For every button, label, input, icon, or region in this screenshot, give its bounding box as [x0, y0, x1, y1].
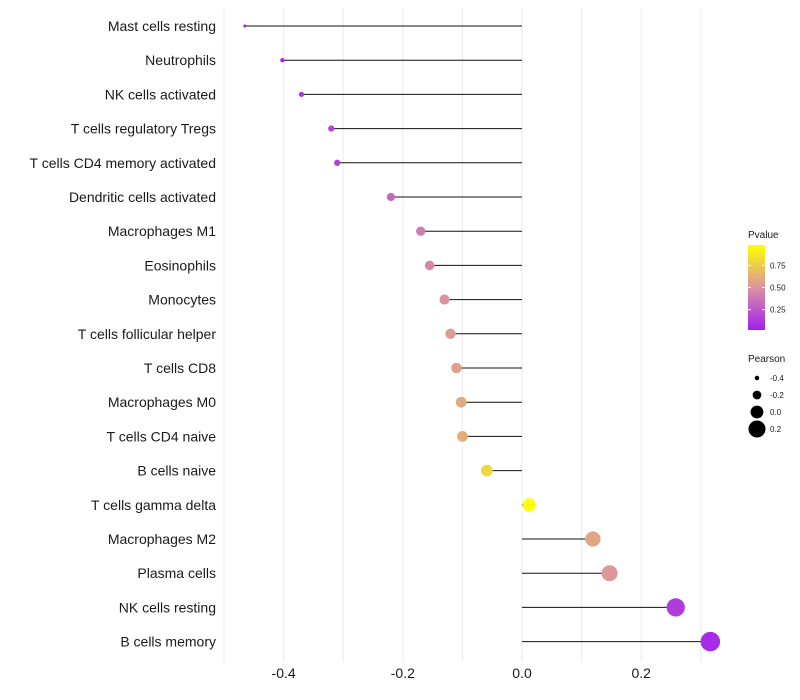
point-0 — [243, 24, 247, 28]
category-label-13: B cells naive — [137, 463, 216, 479]
lollipop-points — [243, 24, 721, 652]
pearson-legend-label-3: 0.2 — [770, 425, 782, 434]
pvalue-tick-label-1: 0.50 — [770, 284, 786, 293]
category-labels: Mast cells resting Neutrophils NK cells ac… — [30, 18, 217, 650]
point-18 — [700, 631, 721, 652]
pearson-legend-key-2 — [750, 405, 764, 419]
category-label-4: T cells CD4 memory activated — [30, 155, 216, 171]
category-label-6: Macrophages M1 — [108, 223, 216, 239]
point-7 — [424, 260, 435, 271]
point-9 — [445, 328, 456, 339]
pvalue-colorbar — [748, 245, 765, 330]
category-label-8: Monocytes — [148, 292, 216, 308]
pearson-legend-key-3 — [748, 420, 766, 438]
category-label-5: Dendritic cells activated — [69, 189, 216, 205]
point-8 — [439, 294, 450, 305]
grid-lines — [223, 8, 702, 662]
pearson-legend-title: Pearson — [748, 354, 785, 365]
x-tick-label-1: -0.2 — [391, 665, 415, 681]
category-label-15: Macrophages M2 — [108, 531, 216, 547]
x-tick-label-3: 0.2 — [631, 665, 651, 681]
category-label-10: T cells CD8 — [144, 360, 216, 376]
point-14 — [522, 498, 536, 512]
pvalue-tick-label-2: 0.75 — [770, 261, 786, 270]
pvalue-tick-label-0: 0.25 — [770, 306, 786, 315]
category-label-7: Eosinophils — [144, 257, 216, 273]
category-label-0: Mast cells resting — [108, 18, 216, 34]
point-4 — [334, 159, 341, 166]
point-12 — [457, 431, 468, 442]
point-11 — [455, 396, 467, 408]
pvalue-legend-title: Pvalue — [748, 230, 779, 241]
category-label-17: NK cells resting — [119, 599, 216, 615]
point-2 — [298, 91, 305, 97]
category-label-12: T cells CD4 naive — [107, 428, 217, 444]
pearson-legend-label-1: -0.2 — [770, 391, 784, 400]
lollipop-stems — [244, 25, 711, 643]
pearson-legend-label-2: 0.0 — [770, 408, 782, 417]
point-10 — [451, 362, 462, 374]
point-15 — [585, 531, 601, 547]
point-13 — [481, 464, 493, 477]
category-label-2: NK cells activated — [105, 86, 216, 102]
point-6 — [416, 226, 426, 236]
category-label-3: T cells regulatory Tregs — [71, 121, 216, 137]
point-1 — [280, 57, 285, 63]
category-label-11: Macrophages M0 — [108, 394, 216, 410]
category-label-14: T cells gamma delta — [91, 497, 216, 513]
pearson-legend-key-1 — [752, 390, 762, 400]
pearson-legend: Pearson -0.4 -0.2 0.0 0.2 — [748, 354, 785, 438]
pearson-legend-label-0: -0.4 — [770, 374, 784, 383]
point-5 — [386, 192, 396, 202]
pearson-legend-key-0 — [754, 375, 760, 381]
category-label-9: T cells follicular helper — [78, 326, 217, 342]
x-axis-ticks: -0.4 -0.2 0.0 0.2 — [272, 665, 652, 681]
x-tick-label-2: 0.0 — [512, 665, 532, 681]
point-3 — [328, 125, 335, 132]
category-label-16: Plasma cells — [137, 565, 216, 581]
x-tick-label-0: -0.4 — [272, 665, 296, 681]
point-17 — [666, 598, 685, 617]
pvalue-legend: Pvalue 0.25 0.50 0.75 — [748, 230, 786, 330]
category-label-1: Neutrophils — [145, 52, 216, 68]
category-label-18: B cells memory — [120, 634, 216, 650]
point-16 — [601, 565, 618, 582]
